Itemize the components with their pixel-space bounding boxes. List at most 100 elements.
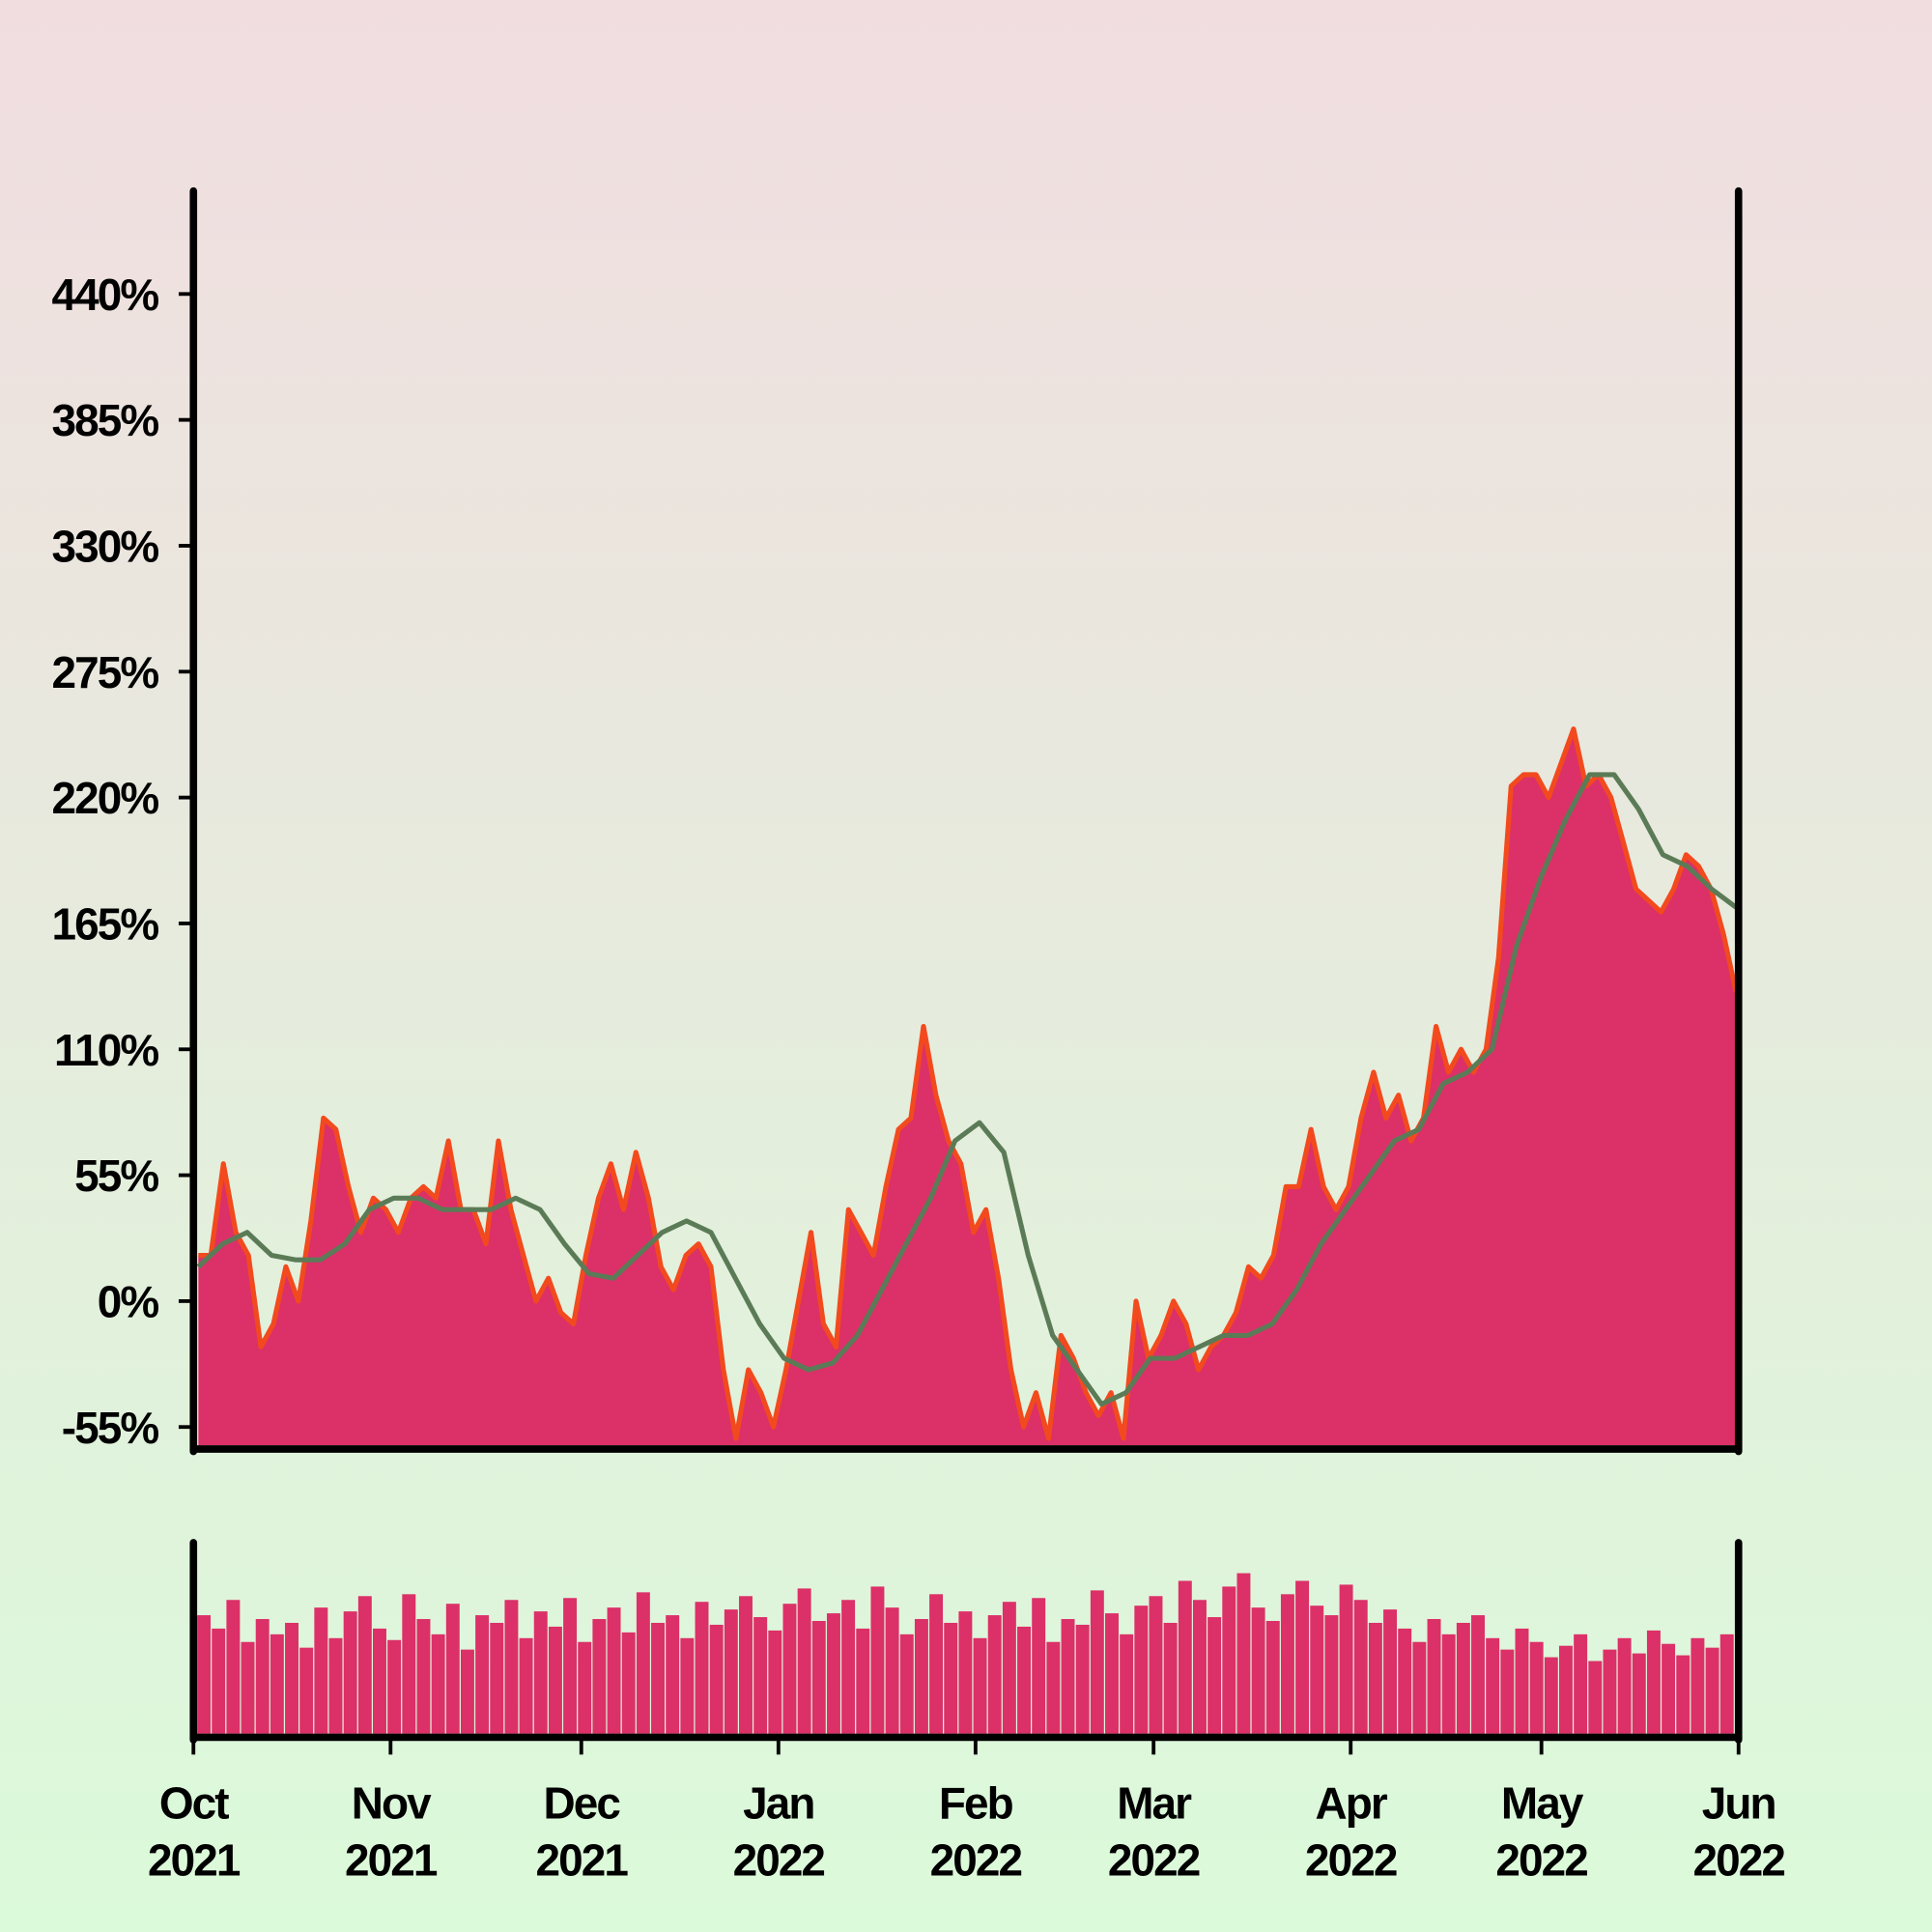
y-tick-label: 440%	[51, 270, 158, 320]
volume-bar	[519, 1637, 533, 1734]
x-tick-label-line: 2021	[345, 1834, 438, 1885]
volume-bar	[1662, 1643, 1676, 1734]
volume-bar	[460, 1649, 474, 1734]
volume-bar	[724, 1609, 738, 1734]
volume-bar	[592, 1619, 607, 1734]
x-tick-label-line: Apr	[1316, 1778, 1388, 1829]
volume-bar	[870, 1586, 885, 1734]
volume-bar	[856, 1628, 870, 1734]
volume-bar	[666, 1615, 680, 1734]
x-tick-label-line: 2022	[1305, 1834, 1397, 1885]
x-tick-label: Oct 2021	[148, 1778, 241, 1886]
plot-area	[196, 726, 1739, 1446]
volume-bar	[1383, 1609, 1398, 1734]
x-tick-label-line: May	[1501, 1778, 1584, 1829]
volume-bar	[1690, 1637, 1705, 1734]
volume-bar	[357, 1596, 372, 1734]
volume-bar	[373, 1628, 386, 1734]
volume-bar	[709, 1624, 724, 1734]
x-tick-label-line: 2022	[1108, 1834, 1200, 1885]
volume-bar	[1500, 1649, 1515, 1734]
x-tick-label-line: Jan	[743, 1778, 813, 1829]
volume-bar	[695, 1602, 709, 1734]
volume-bar	[826, 1613, 840, 1734]
x-tick-label-line: 2022	[1693, 1834, 1785, 1885]
volume-bar	[636, 1592, 650, 1734]
volume-bar	[1105, 1613, 1119, 1734]
volume-bar	[445, 1604, 460, 1734]
x-tick-label-line: Oct	[159, 1778, 229, 1829]
y-tick-label: 220%	[51, 773, 158, 823]
x-tick-label: Jan 2022	[733, 1778, 825, 1886]
x-tick-label: May 2022	[1495, 1778, 1587, 1886]
volume-bar	[1456, 1622, 1470, 1734]
volume-bar	[753, 1617, 768, 1734]
volume-bar	[1486, 1637, 1500, 1734]
area-fill	[198, 728, 1737, 1446]
volume-bar	[226, 1600, 241, 1734]
volume-bar	[1120, 1634, 1134, 1734]
x-tick-label-line: 2021	[536, 1834, 629, 1885]
x-tick-label: Nov 2021	[345, 1778, 438, 1886]
volume-bar	[797, 1588, 811, 1734]
volume-bar	[387, 1639, 402, 1734]
volume-bar	[768, 1630, 782, 1734]
volume-bar	[1032, 1598, 1046, 1734]
volume-bar	[1134, 1605, 1149, 1734]
x-tick-label: Jun 2022	[1693, 1778, 1785, 1886]
volume-bar	[782, 1604, 797, 1734]
volume-bar	[299, 1647, 314, 1734]
volume-bar	[1646, 1630, 1661, 1734]
volume-bar	[1588, 1661, 1603, 1734]
volume-bar	[1353, 1600, 1368, 1734]
volume-bar	[343, 1611, 357, 1734]
y-tick-label: 55%	[74, 1151, 158, 1201]
x-tick-label: Apr 2022	[1305, 1778, 1397, 1886]
volume-bar	[651, 1622, 666, 1734]
x-tick-label-line: 2022	[733, 1834, 825, 1885]
volume-bar	[328, 1637, 343, 1734]
volume-bar	[1515, 1628, 1529, 1734]
volume-bar	[197, 1615, 212, 1734]
volume-bar	[841, 1600, 856, 1734]
volume-bar	[958, 1611, 973, 1734]
volume-bar	[973, 1637, 987, 1734]
volume-bar	[1163, 1622, 1178, 1734]
volume-bar	[680, 1637, 695, 1734]
x-tick-label: Mar 2022	[1108, 1778, 1200, 1886]
volume-bar	[548, 1626, 562, 1734]
axes	[189, 186, 1743, 1744]
volume-bar	[1544, 1657, 1558, 1734]
volume-bar	[739, 1596, 753, 1734]
volume-bar	[1603, 1649, 1617, 1734]
x-tick-label: Dec 2021	[536, 1778, 629, 1886]
volume-bar	[314, 1607, 328, 1734]
y-tick-label: 0%	[98, 1276, 159, 1326]
volume-bar	[475, 1615, 490, 1734]
x-tick-label-line: Feb	[939, 1778, 1013, 1829]
volume-bar	[490, 1622, 504, 1734]
y-tick-label: 385%	[51, 395, 158, 445]
volume-bar	[1398, 1628, 1412, 1734]
x-tick-label-line: Nov	[352, 1778, 432, 1829]
volume-bar	[987, 1615, 1002, 1734]
y-tick-label: 330%	[51, 522, 158, 572]
volume-bar	[402, 1594, 416, 1734]
volume-bar	[504, 1600, 519, 1734]
x-tick-label-line: 2022	[930, 1834, 1022, 1885]
x-tick-label-line: 2022	[1495, 1834, 1587, 1885]
x-tick-label: Feb 2022	[930, 1778, 1022, 1886]
volume-bar	[1324, 1615, 1339, 1734]
x-tick-label-line: Dec	[544, 1778, 621, 1829]
volume-bar	[1149, 1596, 1163, 1734]
volume-bar	[241, 1641, 255, 1734]
volume-bar	[1178, 1580, 1192, 1734]
volume-bar	[533, 1611, 548, 1734]
y-tick-label: 165%	[51, 899, 158, 950]
volume-bar	[431, 1634, 445, 1734]
volume-bar	[1310, 1605, 1324, 1734]
volume-bar	[1222, 1586, 1236, 1734]
volume-bar	[811, 1620, 826, 1734]
